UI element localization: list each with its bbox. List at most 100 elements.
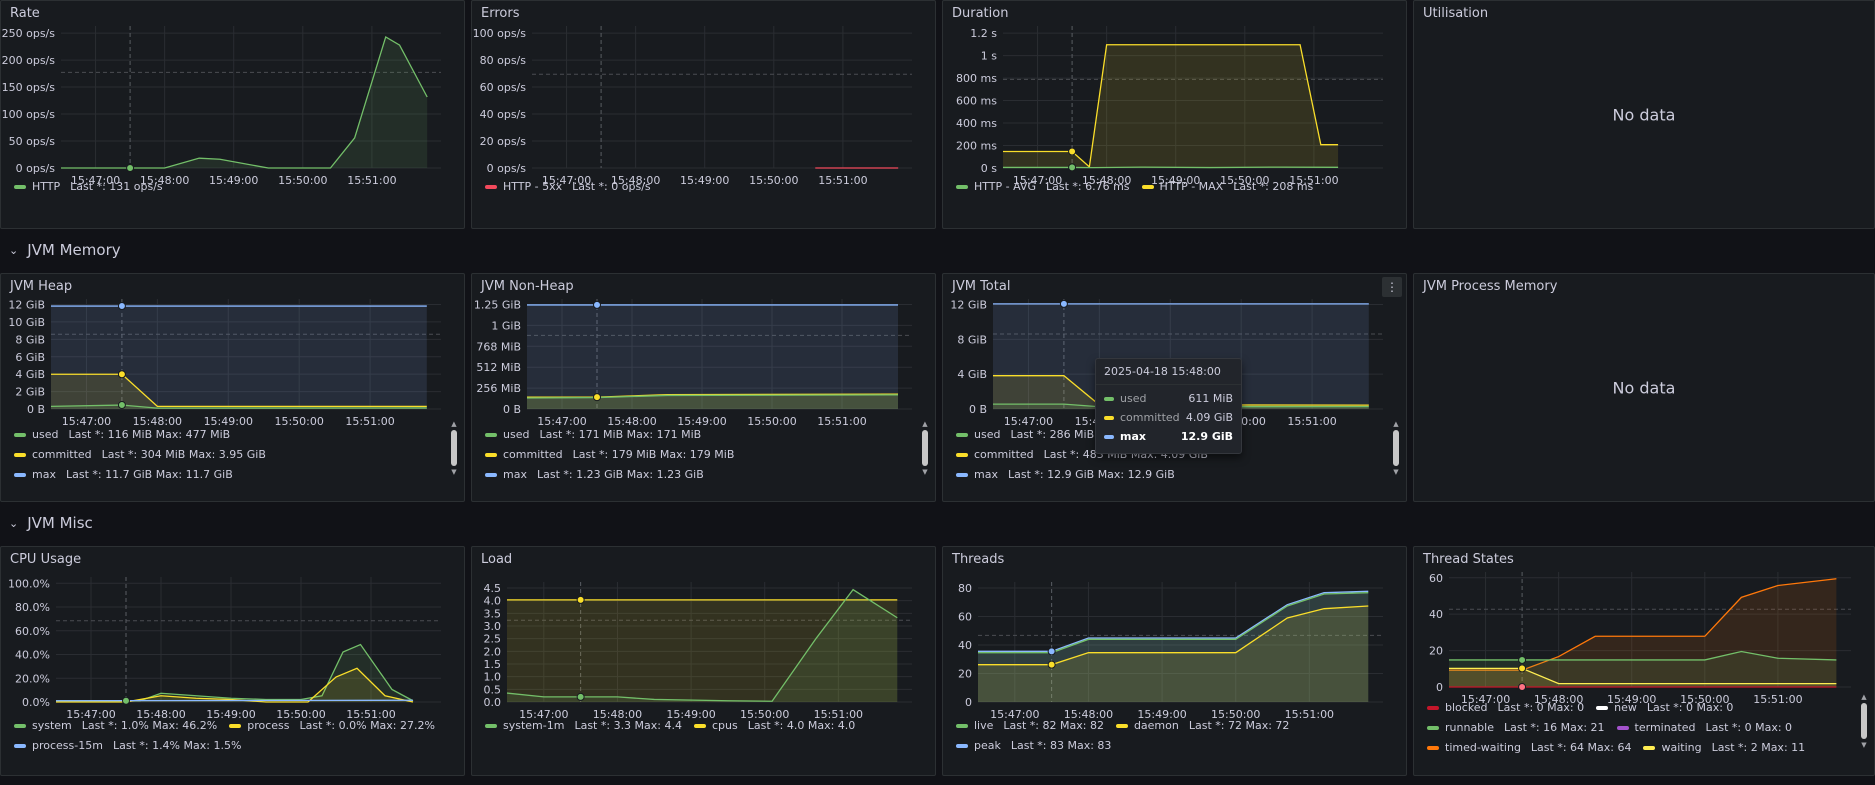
x-tick-label: 15:47:00 — [71, 174, 120, 187]
scroll-down-icon[interactable]: ▼ — [922, 468, 928, 476]
legend-item-max[interactable]: max Last *: 1.23 GiB Max: 1.23 GiB — [485, 468, 704, 481]
hover-point-marker — [576, 692, 585, 701]
panel-title[interactable]: Utilisation — [1423, 6, 1489, 21]
panel-title[interactable]: Load — [481, 552, 513, 567]
scroll-up-icon[interactable]: ▲ — [1861, 693, 1867, 701]
hover-point-marker — [117, 302, 126, 311]
series-line-HTTP - AVG[interactable] — [1003, 166, 1339, 169]
series-line-timed-waiting[interactable] — [1449, 578, 1837, 671]
panel-utilisation[interactable]: Utilisation No data — [1413, 0, 1875, 229]
y-tick-label: 0.0% — [22, 696, 50, 709]
row-jvm-misc[interactable]: ⌄ JVM Misc — [0, 511, 93, 535]
scroll-thumb[interactable] — [1393, 430, 1399, 466]
legend-item-waiting[interactable]: waiting Last *: 2 Max: 11 — [1643, 741, 1805, 754]
legend-item-daemon[interactable]: daemon Last *: 72 Max: 72 — [1115, 719, 1289, 732]
hover-point-marker — [1518, 655, 1527, 664]
legend-item-runnable[interactable]: runnable Last *: 16 Max: 21 — [1427, 721, 1605, 734]
panel-title[interactable]: CPU Usage — [10, 552, 82, 567]
legend-item-peak[interactable]: peak Last *: 83 Max: 83 — [956, 739, 1111, 752]
legend-scrollbar[interactable]: ▲ ▼ — [1392, 420, 1400, 476]
legend-item-process-15m[interactable]: process-15m Last *: 1.4% Max: 1.5% — [14, 739, 241, 752]
scroll-down-icon[interactable]: ▼ — [451, 468, 457, 476]
legend-item-live[interactable]: live Last *: 82 Max: 82 — [956, 719, 1104, 732]
legend-item-HTTP - AVG[interactable]: HTTP - AVG Last *: 6.76 ms — [956, 180, 1130, 193]
legend-row: blocked Last *: 0 Max: 0 new Last *: 0 Max:… — [1427, 699, 1805, 716]
legend-item-process[interactable]: process Last *: 0.0% Max: 27.2% — [229, 719, 435, 732]
legend-item-cpus[interactable]: cpus Last *: 4.0 Max: 4.0 — [694, 719, 855, 732]
panel-title[interactable]: JVM Non-Heap — [481, 279, 574, 294]
chart-svg[interactable]: 0 B 256 MiB 512 MiB 768 MiB 1 GiB 1.25 GiB 15:… — [472, 274, 936, 502]
panel-title[interactable]: Thread States — [1423, 552, 1514, 567]
chart-svg[interactable]: 0 ops/s 50 ops/s 100 ops/s 150 ops/s 200 ops… — [1, 1, 465, 229]
series-line-HTTP[interactable] — [61, 35, 428, 169]
chart-svg[interactable]: 0 B 2 GiB 4 GiB 6 GiB 8 GiB 10 GiB 12 GiB 15:47… — [1, 274, 465, 502]
legend-name: waiting — [1661, 741, 1702, 754]
panel-title[interactable]: Threads — [952, 552, 1005, 567]
series-line-used[interactable] — [50, 404, 427, 409]
scroll-thumb[interactable] — [1861, 703, 1867, 739]
y-tick-label: 0 B — [969, 403, 987, 416]
y-tick-label: 4.0 — [484, 595, 502, 608]
legend-item-committed[interactable]: committed Last *: 304 MiB Max: 3.95 GiB — [14, 448, 266, 461]
legend-swatch — [1427, 705, 1439, 710]
panel-rate[interactable]: Rate 0 ops/s 50 ops/s 100 ops/s 150 ops/s 200… — [0, 0, 465, 229]
chart-svg[interactable]: 0 20 40 60 15:47:00 15:48:00 15:49:00 15:50:00 1… — [1414, 547, 1875, 776]
chart-svg[interactable]: 0 s 200 ms 400 ms 600 ms 800 ms 1 s 1.2 s 15:47… — [943, 1, 1407, 229]
legend-item-system[interactable]: system Last *: 1.0% Max: 46.2% — [14, 719, 217, 732]
legend-scrollbar[interactable]: ▲ ▼ — [921, 420, 929, 476]
chart-svg[interactable]: 0 20 40 60 80 15:47:00 15:48:00 15:49:00 15:50:0… — [943, 547, 1407, 776]
y-tick-label: 200 ms — [956, 140, 997, 153]
panel-thread-states[interactable]: Thread States 0 20 40 60 15:47:00 15:48:00 15:4… — [1413, 546, 1875, 776]
scroll-down-icon[interactable]: ▼ — [1393, 468, 1399, 476]
legend-item-used[interactable]: used Last *: 116 MiB Max: 477 MiB — [14, 428, 230, 441]
panel-title[interactable]: Duration — [952, 6, 1009, 21]
panel-jvm-heap[interactable]: JVM Heap 0 B 2 GiB 4 GiB 6 GiB 8 GiB 10 GiB 12 … — [0, 273, 465, 502]
series-line-committed[interactable] — [51, 373, 427, 408]
scroll-up-icon[interactable]: ▲ — [922, 420, 928, 428]
panel-title[interactable]: JVM Total — [952, 279, 1011, 294]
scroll-down-icon[interactable]: ▼ — [1861, 741, 1867, 749]
series-line-used[interactable] — [526, 394, 899, 399]
panel-title[interactable]: Rate — [10, 6, 40, 21]
series-line-process-15m[interactable] — [55, 699, 414, 702]
panel-duration[interactable]: Duration 0 s 200 ms 400 ms 600 ms 800 ms 1 s 1.… — [942, 0, 1407, 229]
legend-item-new[interactable]: new Last *: 0 Max: 0 — [1596, 701, 1733, 714]
legend-name: new — [1614, 701, 1637, 714]
series-line-system-1m[interactable] — [506, 588, 898, 702]
scroll-thumb[interactable] — [922, 430, 928, 466]
scroll-thumb[interactable] — [451, 430, 457, 466]
row-jvm-memory[interactable]: ⌄ JVM Memory — [0, 238, 121, 262]
panel-threads[interactable]: Threads 0 20 40 60 80 15:47:00 15:48:00 15:49:00… — [942, 546, 1407, 776]
legend-scrollbar[interactable]: ▲ ▼ — [450, 420, 458, 476]
panel-jvm-process-memory[interactable]: JVM Process Memory No data — [1413, 273, 1875, 502]
scroll-up-icon[interactable]: ▲ — [451, 420, 457, 428]
legend-item-HTTP - MAX[interactable]: HTTP - MAX Last *: 208 ms — [1141, 180, 1313, 193]
legend-item-HTTP - 5xx[interactable]: HTTP - 5xx Last *: 0 ops/s — [485, 180, 651, 193]
legend-item-HTTP[interactable]: HTTP Last *: 131 ops/s — [14, 180, 163, 193]
legend-scrollbar[interactable]: ▲ ▼ — [1860, 693, 1868, 749]
legend-item-blocked[interactable]: blocked Last *: 0 Max: 0 — [1427, 701, 1584, 714]
legend-item-timed-waiting[interactable]: timed-waiting Last *: 64 Max: 64 — [1427, 741, 1631, 754]
legend-item-system-1m[interactable]: system-1m Last *: 3.3 Max: 4.4 — [485, 719, 682, 732]
chart-svg[interactable]: 0.0% 20.0% 40.0% 60.0% 80.0% 100.0% 15:47:00 15… — [1, 547, 465, 776]
scroll-up-icon[interactable]: ▲ — [1393, 420, 1399, 428]
legend-item-committed[interactable]: committed Last *: 179 MiB Max: 179 MiB — [485, 448, 734, 461]
legend-item-used[interactable]: used Last *: 286 MiB — [956, 428, 1094, 441]
panel-cpu-usage[interactable]: CPU Usage 0.0% 20.0% 40.0% 60.0% 80.0% 100.0% 1… — [0, 546, 465, 776]
legend-item-max[interactable]: max Last *: 11.7 GiB Max: 11.7 GiB — [14, 468, 233, 481]
series-line-waiting[interactable] — [1449, 667, 1837, 685]
legend: system-1m Last *: 3.3 Max: 4.4 cpus Last *:… — [485, 717, 855, 734]
legend-item-max[interactable]: max Last *: 12.9 GiB Max: 12.9 GiB — [956, 468, 1175, 481]
series-line-process[interactable] — [56, 667, 414, 703]
panel-jvm-nonheap[interactable]: JVM Non-Heap 0 B 256 MiB 512 MiB 768 MiB 1 Gi… — [471, 273, 936, 502]
legend-item-terminated[interactable]: terminated Last *: 0 Max: 0 — [1616, 721, 1792, 734]
panel-title[interactable]: Errors — [481, 6, 520, 21]
panel-load[interactable]: Load 0.0 0.5 1.0 1.5 2.0 2.5 3.0 3.5 4.0 4.5 15:47:… — [471, 546, 936, 776]
kebab-menu-icon[interactable]: ⋮ — [1382, 277, 1402, 297]
chart-svg[interactable]: 0 ops/s 20 ops/s 40 ops/s 60 ops/s 80 ops/s 1… — [472, 1, 936, 229]
legend-item-used[interactable]: used Last *: 171 MiB Max: 171 MiB — [485, 428, 701, 441]
chart-svg[interactable]: 0.00.51.01.52.02.53.03.54.04.5 15:47:00 15… — [472, 547, 936, 776]
panel-title[interactable]: JVM Process Memory — [1423, 279, 1558, 294]
panel-title[interactable]: JVM Heap — [10, 279, 73, 294]
panel-errors[interactable]: Errors 0 ops/s 20 ops/s 40 ops/s 60 ops/s 80 … — [471, 0, 936, 229]
